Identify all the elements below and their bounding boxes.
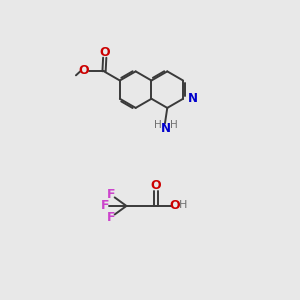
Text: O: O	[79, 64, 89, 77]
Text: N: N	[188, 92, 197, 105]
Text: O: O	[169, 199, 180, 212]
Text: F: F	[107, 188, 116, 201]
Text: O: O	[99, 46, 110, 59]
Text: N: N	[160, 122, 171, 135]
Text: H: H	[154, 120, 161, 130]
Text: F: F	[107, 211, 116, 224]
Text: H: H	[169, 120, 177, 130]
Text: H: H	[179, 200, 188, 210]
Text: F: F	[101, 200, 110, 212]
Text: O: O	[151, 179, 161, 193]
